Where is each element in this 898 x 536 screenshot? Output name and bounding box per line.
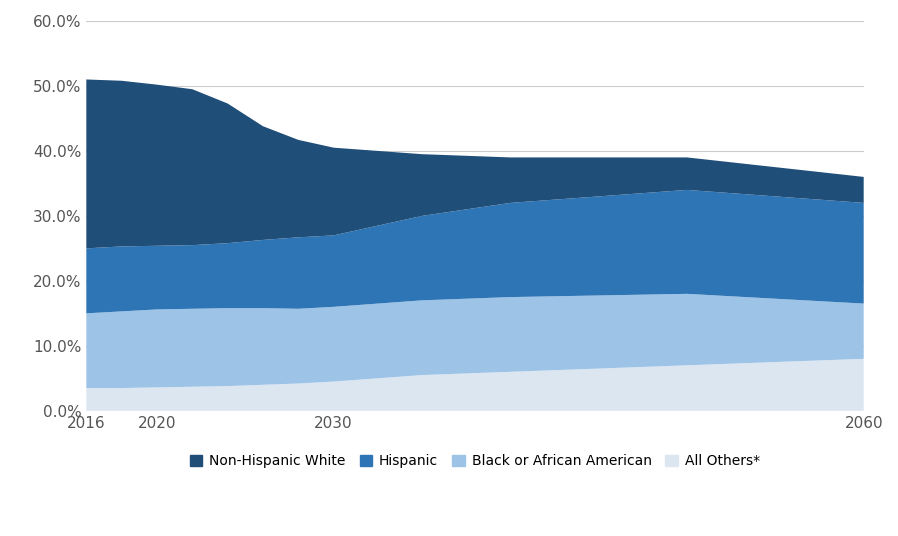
Legend: Non-Hispanic White, Hispanic, Black or African American, All Others*: Non-Hispanic White, Hispanic, Black or A… [184, 449, 766, 474]
